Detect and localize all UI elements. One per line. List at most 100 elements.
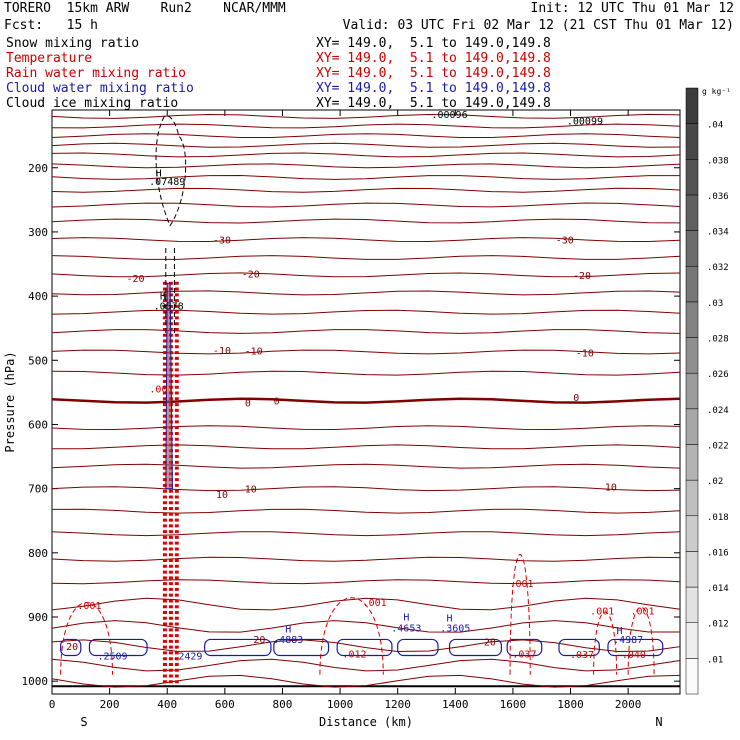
contour-annotation: 20 xyxy=(66,642,78,653)
colorbar-swatch xyxy=(685,658,699,695)
contour-annotation: .001 xyxy=(363,598,387,609)
cloud-water-contour xyxy=(60,638,82,657)
north-label: N xyxy=(655,715,662,729)
isotherm xyxy=(51,329,681,334)
contour-annotation: .4883 xyxy=(273,635,303,646)
cloud-water-contour xyxy=(607,638,664,657)
field-xy: XY= 149.0, 5.1 to 149.0,149.8 xyxy=(316,96,551,111)
x-tick-label: 1600 xyxy=(500,698,527,711)
isotherm-label: 10 xyxy=(605,483,617,494)
isotherm-label: -20 xyxy=(242,270,260,281)
x-axis-label: Distance (km) xyxy=(319,715,413,729)
field-name: Cloud water mixing ratio xyxy=(6,81,194,96)
colorbar-swatch xyxy=(685,159,699,196)
contour-annotation: 20 xyxy=(484,637,496,648)
valid-time: Valid: 03 UTC Fri 02 Mar 12 (21 CST Thu … xyxy=(342,18,734,33)
plot-frame xyxy=(51,109,681,695)
rain-water-contour xyxy=(319,597,384,675)
cloud-water-contour xyxy=(204,638,272,657)
cloud-water-contour xyxy=(336,638,393,657)
cloud-water-contour xyxy=(448,638,502,657)
colorbar-swatch xyxy=(685,372,699,410)
colorbar-swatch xyxy=(685,515,699,552)
isotherm xyxy=(51,272,681,278)
colorbar-swatch xyxy=(685,230,699,267)
y-tick-label: 700 xyxy=(28,483,48,496)
colorbar-swatch xyxy=(685,87,699,124)
contour-annotation: H xyxy=(160,291,166,302)
isotherm xyxy=(51,639,681,653)
colorbar-swatch xyxy=(685,551,699,588)
isotherm-label: -30 xyxy=(556,236,574,247)
contour-annotation: .001 xyxy=(590,607,614,618)
y-tick-label: 200 xyxy=(28,162,48,175)
contour-annotation: .0578 xyxy=(154,302,184,313)
rain-water-contour xyxy=(593,611,618,675)
field-name: Rain water mixing ratio xyxy=(6,66,187,81)
isotherm xyxy=(51,163,681,169)
colorbar-tick-label: .028 xyxy=(707,335,729,345)
isotherm-label: -20 xyxy=(573,271,591,282)
contour-annotation: .4653 xyxy=(391,623,421,634)
contour-annotation: .012 xyxy=(342,650,366,661)
isotherm xyxy=(51,187,681,193)
field-name: Cloud ice mixing ratio xyxy=(6,96,179,111)
colorbar-swatch xyxy=(685,123,699,160)
isotherm xyxy=(51,142,681,148)
colorbar-tick-label: .038 xyxy=(707,156,729,166)
colorbar-tick-label: .024 xyxy=(707,406,729,416)
contour-annotation: .037 xyxy=(570,650,594,661)
model-title: TORERO 15km ARW Run2 NCAR/MMM xyxy=(4,1,286,16)
isotherm xyxy=(51,133,681,138)
contour-annotation: .040 xyxy=(622,650,646,661)
isotherm xyxy=(51,237,681,243)
colorbar-tick-label: .036 xyxy=(707,192,729,202)
contour-annotation: .2509 xyxy=(97,651,127,662)
y-tick-label: 600 xyxy=(28,418,48,431)
colorbar-tick-label: .022 xyxy=(707,441,729,451)
isotherm-label: 10 xyxy=(216,490,228,501)
colorbar-tick-label: .01 xyxy=(707,655,723,665)
x-tick-label: 400 xyxy=(157,698,177,711)
y-tick-label: 500 xyxy=(28,354,48,367)
isotherm xyxy=(51,463,681,469)
contour-annotation: 20 xyxy=(253,635,265,646)
y-tick-label: 300 xyxy=(28,226,48,239)
isotherm xyxy=(51,531,681,537)
field-xy: XY= 149.0, 5.1 to 149.0,149.8 xyxy=(316,51,551,66)
field-xy: XY= 149.0, 5.1 to 149.0,149.8 xyxy=(316,81,551,96)
cloud-ice-contour xyxy=(165,247,175,335)
isotherm xyxy=(51,370,681,376)
isotherm xyxy=(51,218,681,224)
isotherm xyxy=(51,674,681,688)
contour-annotation: .037 xyxy=(512,650,536,661)
isotherm xyxy=(51,174,680,180)
colorbar-tick-label: .032 xyxy=(707,263,729,273)
isotherm xyxy=(51,152,681,158)
isotherm-label: 0 xyxy=(274,397,280,408)
colorbar-swatch xyxy=(685,265,699,303)
colorbar-tick-label: .014 xyxy=(707,584,729,594)
isotherm xyxy=(51,255,681,260)
field-name: Temperature xyxy=(6,51,93,66)
isotherm xyxy=(51,508,681,514)
isotherm-label: 10 xyxy=(245,485,257,496)
isotherm xyxy=(51,556,681,562)
cloud-water-contour xyxy=(397,638,439,657)
isotherm xyxy=(51,309,681,315)
isotherm-label: 0 xyxy=(245,399,251,410)
colorbar-swatch xyxy=(685,408,699,445)
isotherm xyxy=(51,486,681,492)
isotherm xyxy=(51,349,681,355)
contour-annotation: H xyxy=(156,168,162,179)
isotherm xyxy=(51,425,681,431)
cloud-water-contour xyxy=(506,638,543,657)
init-time: Init: 12 UTC Thu 01 Mar 12 xyxy=(530,1,735,16)
isotherm xyxy=(51,658,681,672)
colorbar-tick-label: .034 xyxy=(707,228,729,238)
y-tick-label: 800 xyxy=(28,547,48,560)
contour-annotation: H xyxy=(616,626,622,637)
x-tick-label: 2000 xyxy=(615,698,642,711)
isotherm-label: -30 xyxy=(213,236,231,247)
